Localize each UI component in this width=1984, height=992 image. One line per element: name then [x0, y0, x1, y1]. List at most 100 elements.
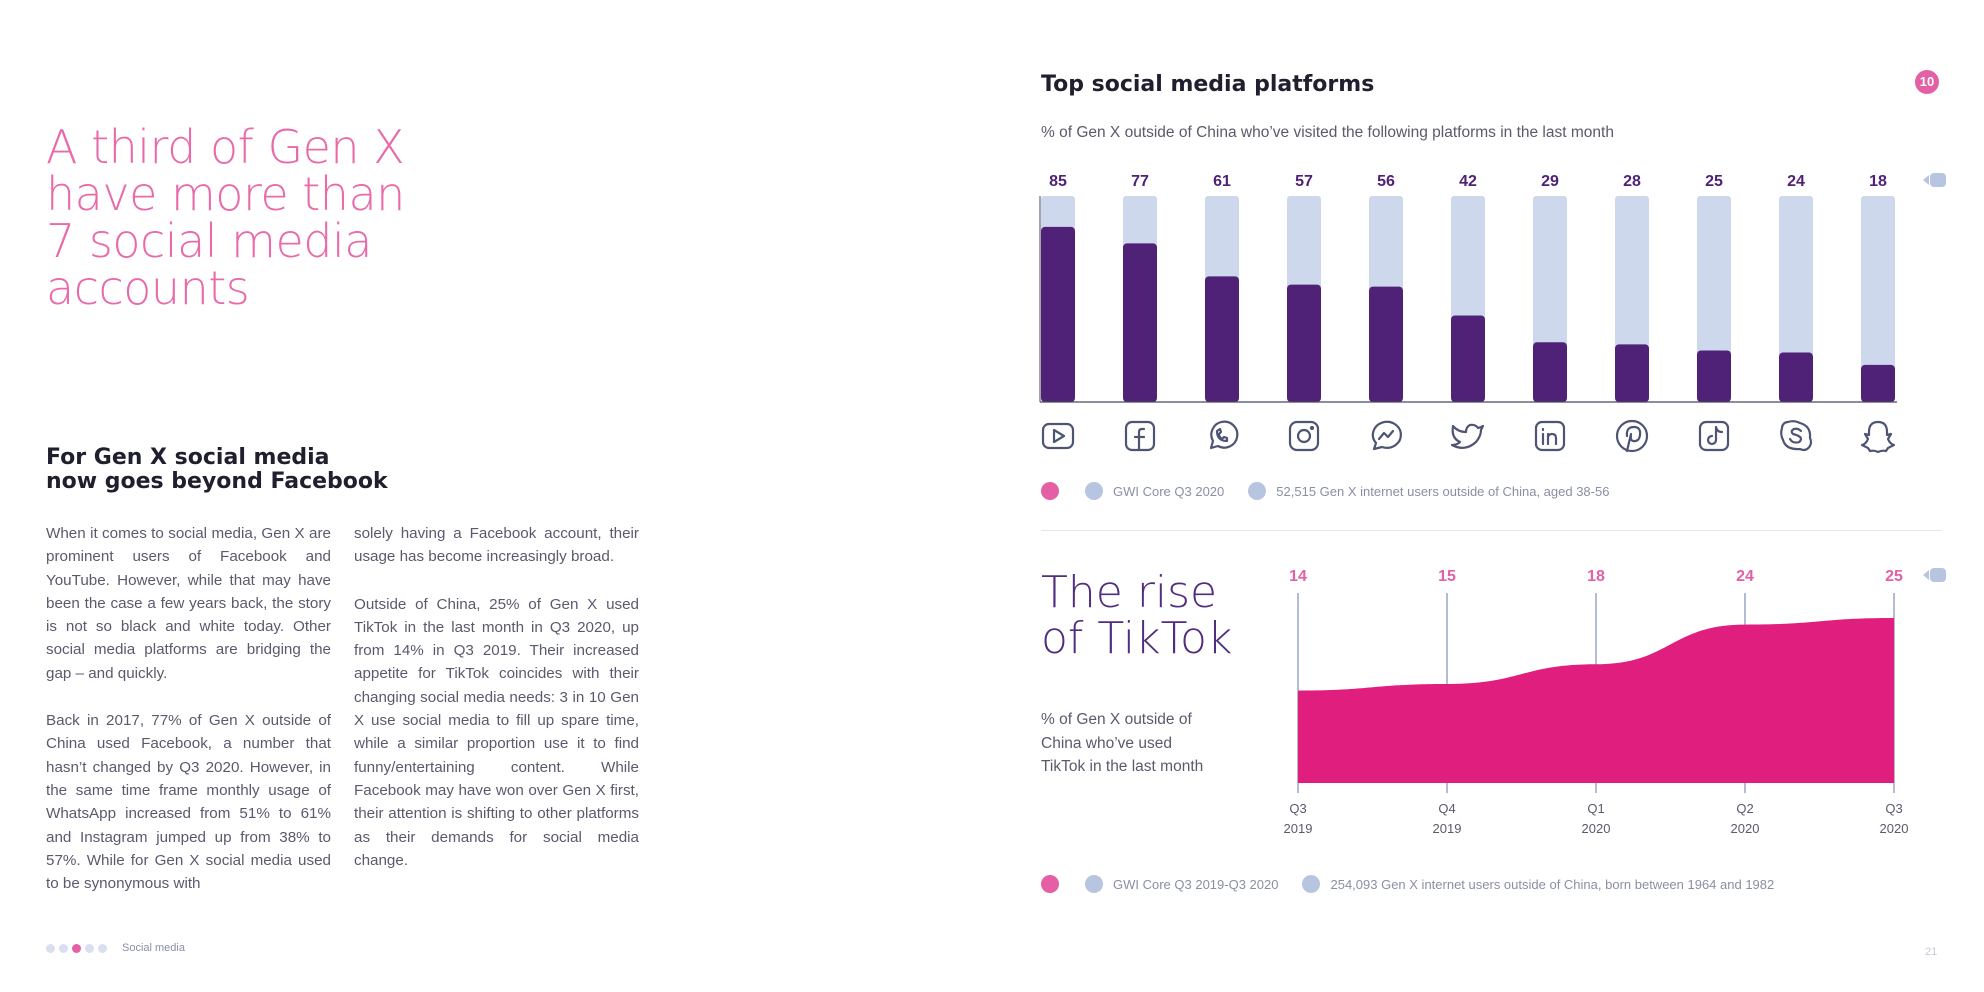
chart1-subtitle: % of Gen X outside of China who’ve visit…	[1041, 124, 1614, 141]
chart2-subtitle-line: China who’ve used	[1041, 734, 1172, 752]
linkedin-icon	[1534, 420, 1566, 452]
pinterest-icon	[1615, 419, 1649, 453]
bar-value-label: 29	[1541, 173, 1559, 190]
page-badge: 10	[1915, 70, 1939, 94]
bar-value-label: 28	[1623, 173, 1641, 190]
subhead-line: For Gen X social media	[46, 445, 330, 470]
page-dot	[85, 944, 94, 953]
skype-icon	[1780, 420, 1813, 452]
divider	[1041, 530, 1941, 531]
paragraph: solely having a Facebook account, their …	[354, 525, 639, 566]
snapchat-icon	[1860, 420, 1896, 454]
bar	[1287, 284, 1321, 402]
twitter-icon	[1450, 423, 1485, 449]
area-value-label: 25	[1885, 568, 1903, 585]
bar	[1779, 352, 1813, 402]
youtube-icon	[1041, 422, 1075, 450]
chart2-source-row: GWI Core Q3 2019-Q3 2020 254,093 Gen X i…	[1041, 875, 1774, 893]
bar-value-label: 25	[1705, 173, 1723, 190]
bar	[1615, 344, 1649, 402]
people-icon	[1302, 875, 1321, 893]
chart1-title: Top social media platforms	[1041, 72, 1375, 97]
platforms-bar-chart: 85 77 61 57 56 42 29 28 25 24 18	[1039, 173, 1946, 454]
chart1-base: 52,515 Gen X internet users outside of C…	[1276, 483, 1610, 499]
chart2-subtitle: % of Gen X outside of China who’ve used …	[1041, 708, 1231, 779]
subhead-line: now goes beyond Facebook	[46, 469, 388, 494]
page-dot-active	[72, 944, 81, 953]
calendar-icon	[1085, 482, 1103, 500]
area-value-label: 15	[1438, 568, 1456, 585]
share-icon[interactable]	[1923, 568, 1946, 582]
x-tick-label: 2020	[1880, 821, 1909, 836]
bar-background	[1861, 196, 1895, 402]
chart1-source-row: GWI Core Q3 2020 52,515 Gen X internet u…	[1041, 482, 1609, 500]
x-tick-label: 2019	[1433, 821, 1462, 836]
bar-value-label: 42	[1459, 173, 1477, 190]
area-value-label: 18	[1587, 568, 1605, 585]
paragraph: Back in 2017, 77% of Gen X outside of Ch…	[46, 712, 331, 893]
people-icon	[1248, 482, 1267, 500]
gwi-dot-icon	[1041, 875, 1059, 893]
paragraph: When it comes to social media, Gen X are…	[46, 525, 331, 682]
bar	[1041, 226, 1075, 402]
tiktok-area-chart: 14 Q3 2019 15 Q4 2019 18 Q1 2020 24 Q2 2020 25 Q3 2020	[1284, 568, 1946, 836]
chart2-base: 254,093 Gen X internet users outside of …	[1330, 876, 1775, 892]
bar	[1451, 315, 1485, 402]
messenger-icon	[1371, 420, 1402, 451]
bar	[1123, 243, 1157, 402]
bar	[1369, 286, 1403, 402]
bar-value-label: 57	[1295, 173, 1313, 190]
chart2-subtitle-line: TikTok in the last month	[1041, 758, 1204, 775]
share-icon[interactable]	[1923, 173, 1946, 187]
page-dot	[46, 944, 55, 953]
page-dot	[59, 944, 68, 953]
x-tick-label: Q3	[1885, 801, 1902, 816]
headline-line: accounts	[46, 261, 250, 315]
x-tick-label: 2020	[1582, 821, 1611, 836]
chart2-title-line: of TikTok	[1041, 613, 1233, 664]
x-tick-label: Q2	[1736, 801, 1753, 816]
page-number: 21	[1925, 946, 1938, 958]
whatsapp-icon	[1209, 420, 1239, 450]
chart2-title: The rise of TikTok	[1041, 570, 1232, 662]
section-subhead: For Gen X social media now goes beyond F…	[46, 446, 426, 494]
x-tick-label: Q4	[1438, 801, 1455, 816]
footer-section-label: Social media	[122, 942, 185, 954]
chart2-subtitle-line: % of Gen X outside of	[1041, 711, 1192, 728]
x-tick-label: 2019	[1284, 821, 1313, 836]
headline-line: have more than	[46, 167, 405, 221]
x-tick-label: 2020	[1731, 821, 1760, 836]
headline: A third of Gen X have more than 7 social…	[46, 124, 466, 312]
paragraph: Outside of China, 25% of Gen X used TikT…	[354, 595, 639, 869]
instagram-icon	[1288, 420, 1320, 452]
chart2-source: GWI Core Q3 2019-Q3 2020	[1113, 876, 1279, 892]
body-column-1: When it comes to social media, Gen X are…	[46, 522, 331, 919]
bar	[1697, 350, 1731, 402]
x-tick-label: Q1	[1587, 801, 1604, 816]
page-dot	[98, 944, 107, 953]
bar	[1861, 364, 1895, 402]
bar	[1533, 342, 1567, 402]
bar-value-label: 85	[1049, 173, 1067, 190]
bar-value-label: 56	[1377, 173, 1395, 190]
calendar-icon	[1085, 875, 1103, 893]
page-dots	[46, 944, 107, 953]
bar-value-label: 77	[1131, 173, 1149, 190]
headline-line: 7 social media	[46, 214, 372, 268]
bar-background	[1779, 196, 1813, 402]
area-series	[1298, 618, 1894, 783]
bar	[1205, 276, 1239, 402]
area-value-label: 24	[1736, 568, 1754, 585]
gwi-dot-icon	[1041, 482, 1059, 500]
headline-line: A third of Gen X	[46, 120, 405, 174]
x-tick-label: Q3	[1289, 801, 1306, 816]
bar-value-label: 61	[1213, 173, 1231, 190]
bar-value-label: 18	[1869, 173, 1887, 190]
chart2-title-line: The rise	[1041, 567, 1218, 618]
tiktok-icon	[1698, 420, 1730, 452]
area-value-label: 14	[1289, 568, 1307, 585]
chart1-source: GWI Core Q3 2020	[1113, 483, 1225, 499]
body-column-2: solely having a Facebook account, their …	[354, 522, 639, 896]
facebook-icon	[1124, 420, 1156, 452]
bar-value-label: 24	[1787, 173, 1805, 190]
